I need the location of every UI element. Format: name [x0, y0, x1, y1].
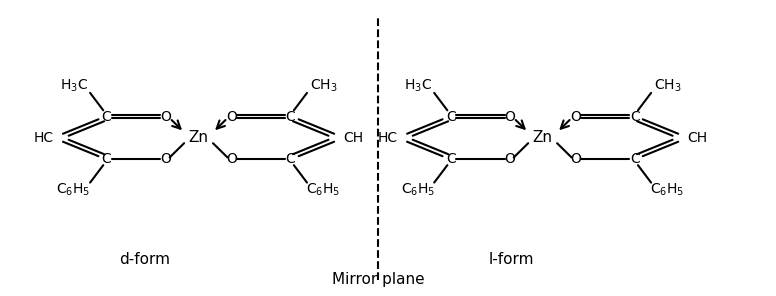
Text: C: C [445, 152, 456, 166]
Text: C: C [102, 152, 112, 166]
Text: CH: CH [688, 131, 708, 145]
Text: C: C [102, 110, 112, 123]
Text: C: C [445, 110, 456, 123]
Text: O: O [226, 110, 237, 123]
Text: $\mathregular{C_6H_5}$: $\mathregular{C_6H_5}$ [307, 182, 341, 198]
Text: O: O [161, 152, 171, 166]
Text: $\mathregular{CH_3}$: $\mathregular{CH_3}$ [310, 77, 338, 94]
Text: O: O [226, 152, 237, 166]
Text: $\mathregular{CH_3}$: $\mathregular{CH_3}$ [653, 77, 681, 94]
Text: Zn: Zn [189, 130, 209, 145]
Text: Mirror plane: Mirror plane [331, 272, 424, 287]
Text: Zn: Zn [532, 130, 553, 145]
Text: C: C [630, 152, 639, 166]
Text: C: C [630, 110, 639, 123]
Text: O: O [504, 110, 515, 123]
Text: $\mathregular{H_3C}$: $\mathregular{H_3C}$ [60, 77, 88, 94]
Text: O: O [570, 110, 581, 123]
Text: $\mathregular{C_6H_5}$: $\mathregular{C_6H_5}$ [57, 182, 91, 198]
Text: HC: HC [34, 131, 54, 145]
Text: C: C [286, 152, 296, 166]
Text: l-form: l-form [489, 252, 535, 267]
Text: $\mathregular{C_6H_5}$: $\mathregular{C_6H_5}$ [400, 182, 435, 198]
Text: HC: HC [378, 131, 398, 145]
Text: O: O [570, 152, 581, 166]
Text: O: O [504, 152, 515, 166]
Text: $\mathregular{C_6H_5}$: $\mathregular{C_6H_5}$ [650, 182, 684, 198]
Text: C: C [286, 110, 296, 123]
Text: d-form: d-form [119, 252, 170, 267]
Text: O: O [161, 110, 171, 123]
Text: $\mathregular{H_3C}$: $\mathregular{H_3C}$ [404, 77, 431, 94]
Text: CH: CH [343, 131, 363, 145]
